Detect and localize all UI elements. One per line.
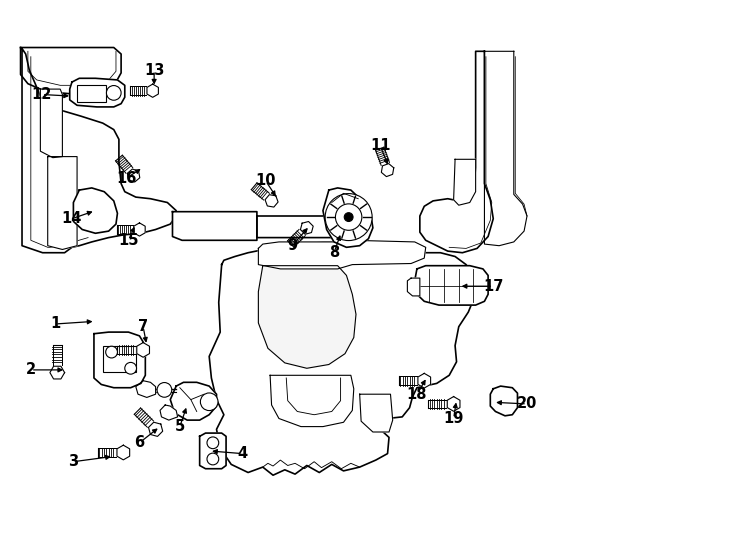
Text: 11: 11 — [370, 138, 390, 153]
Polygon shape — [300, 221, 313, 234]
Polygon shape — [170, 382, 217, 420]
Polygon shape — [490, 386, 517, 416]
Text: 14: 14 — [62, 211, 82, 226]
Circle shape — [344, 213, 353, 221]
Text: 8: 8 — [329, 245, 339, 260]
Polygon shape — [134, 223, 145, 236]
Text: 16: 16 — [116, 171, 137, 186]
Circle shape — [157, 382, 172, 397]
Bar — [77, 85, 106, 102]
Polygon shape — [257, 216, 361, 238]
Polygon shape — [22, 49, 176, 253]
Polygon shape — [258, 266, 356, 368]
Text: 18: 18 — [407, 387, 427, 402]
Polygon shape — [447, 396, 460, 411]
Polygon shape — [270, 375, 354, 427]
Polygon shape — [407, 278, 420, 296]
Polygon shape — [420, 51, 493, 253]
Text: 5: 5 — [175, 419, 185, 434]
Text: 3: 3 — [68, 454, 79, 469]
Text: 10: 10 — [255, 173, 276, 188]
Polygon shape — [48, 157, 77, 249]
Text: 12: 12 — [32, 87, 52, 102]
Polygon shape — [73, 188, 117, 233]
Polygon shape — [40, 89, 62, 158]
Polygon shape — [265, 195, 278, 207]
Polygon shape — [418, 373, 431, 388]
Polygon shape — [360, 394, 393, 432]
Text: 9: 9 — [287, 238, 297, 253]
Polygon shape — [70, 78, 125, 107]
Circle shape — [207, 453, 219, 465]
Polygon shape — [454, 159, 476, 205]
Circle shape — [325, 194, 372, 240]
Text: 2: 2 — [26, 362, 36, 377]
Circle shape — [207, 437, 219, 449]
Polygon shape — [136, 381, 156, 397]
Polygon shape — [148, 422, 163, 436]
Circle shape — [106, 85, 121, 100]
Circle shape — [125, 362, 137, 374]
Text: 20: 20 — [517, 396, 537, 411]
Text: 19: 19 — [443, 411, 464, 426]
Polygon shape — [94, 332, 145, 388]
Text: 17: 17 — [483, 279, 504, 294]
Circle shape — [335, 204, 362, 230]
Polygon shape — [128, 169, 139, 182]
Polygon shape — [382, 164, 393, 177]
Polygon shape — [484, 51, 527, 246]
Polygon shape — [50, 366, 65, 379]
Polygon shape — [160, 405, 178, 420]
Polygon shape — [147, 84, 159, 97]
Text: 7: 7 — [138, 319, 148, 334]
Text: 6: 6 — [134, 435, 145, 450]
Polygon shape — [415, 266, 488, 305]
Polygon shape — [209, 240, 476, 475]
Polygon shape — [323, 188, 373, 247]
Text: 1: 1 — [50, 316, 60, 332]
Text: 15: 15 — [118, 233, 139, 248]
Circle shape — [200, 393, 218, 410]
Polygon shape — [172, 212, 257, 240]
Text: 4: 4 — [237, 446, 247, 461]
Bar — [103, 346, 136, 372]
Polygon shape — [200, 433, 226, 469]
Polygon shape — [117, 445, 130, 460]
Polygon shape — [258, 240, 426, 269]
Polygon shape — [137, 342, 150, 357]
Polygon shape — [21, 48, 121, 94]
Circle shape — [106, 346, 117, 358]
Text: 13: 13 — [144, 63, 164, 78]
